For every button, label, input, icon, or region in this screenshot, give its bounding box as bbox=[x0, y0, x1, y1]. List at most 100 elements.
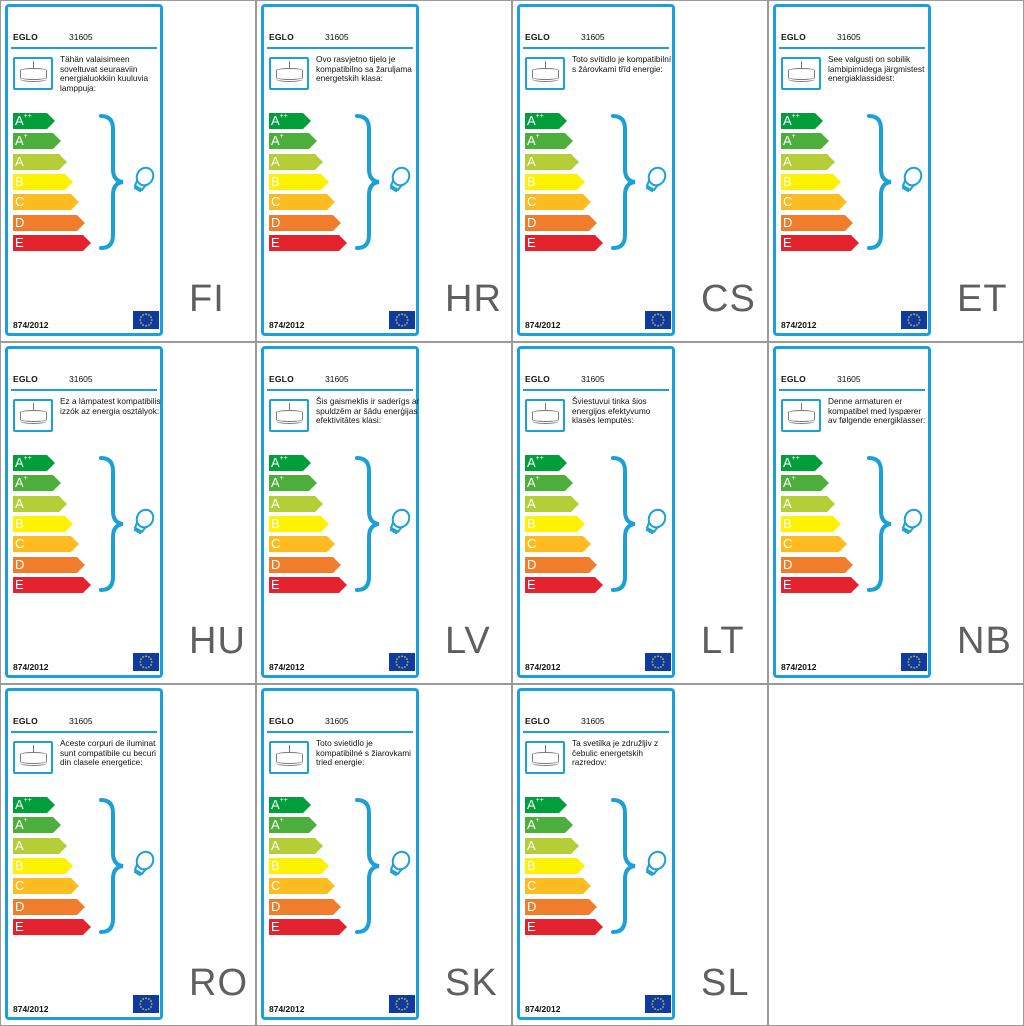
energy-class-bar: C bbox=[525, 194, 592, 211]
energy-class-letter: A++ bbox=[527, 113, 544, 128]
energy-class-letter: A bbox=[271, 153, 280, 169]
header-divider bbox=[11, 47, 157, 49]
energy-class-bar: D bbox=[525, 556, 598, 573]
energy-class-bar: A++ bbox=[525, 455, 568, 471]
regulation-number: 874/2012 bbox=[525, 320, 561, 330]
energy-class-letter: E bbox=[15, 234, 24, 250]
eu-flag-icon bbox=[389, 995, 415, 1013]
label-cell-lt: EGLO 31605 Šviestuvui tinka šios energij… bbox=[512, 342, 768, 684]
energy-class-letter: A+ bbox=[271, 475, 284, 491]
eu-flag-icon bbox=[645, 653, 671, 671]
energy-label: EGLO 31605 Šis gaismeklis ir saderīgs ar… bbox=[261, 346, 419, 678]
energy-class-letter: C bbox=[271, 194, 281, 210]
energy-class-bar: E bbox=[13, 234, 92, 251]
energy-class-letter: C bbox=[783, 194, 793, 210]
energy-class-bar: A++ bbox=[269, 797, 312, 813]
energy-class-letter: A bbox=[527, 495, 536, 511]
label-cell-hu: EGLO 31605 Ez a lámpatest kompatibilis i… bbox=[0, 342, 256, 684]
brand-name: EGLO bbox=[13, 32, 38, 42]
energy-class-letter: B bbox=[271, 857, 280, 873]
energy-class-letter: A+ bbox=[15, 475, 28, 491]
energy-class-letter: D bbox=[783, 556, 793, 572]
light-bulb-icon bbox=[645, 508, 667, 535]
energy-class-bar: B bbox=[269, 173, 330, 190]
energy-class-letter: A+ bbox=[271, 817, 284, 833]
energy-class-letter: C bbox=[15, 194, 25, 210]
energy-class-letter: C bbox=[15, 536, 25, 552]
energy-class-bar: D bbox=[269, 556, 342, 573]
energy-class-letter: C bbox=[527, 536, 537, 552]
header-divider bbox=[11, 731, 157, 733]
energy-class-scale: A++ A+ A B C D E bbox=[781, 455, 861, 597]
empty-cell bbox=[768, 684, 1024, 1026]
energy-class-letter: A+ bbox=[15, 133, 28, 149]
header-divider bbox=[779, 47, 925, 49]
language-code: SL bbox=[701, 962, 750, 1004]
energy-class-bar: A+ bbox=[525, 475, 574, 492]
energy-class-letter: D bbox=[271, 898, 281, 914]
energy-class-letter: D bbox=[15, 214, 25, 230]
energy-class-bar: A+ bbox=[781, 475, 830, 492]
model-number: 31605 bbox=[837, 374, 861, 384]
language-code: LT bbox=[701, 620, 745, 662]
header-divider bbox=[779, 389, 925, 391]
eu-flag-icon bbox=[901, 311, 927, 329]
header-divider bbox=[267, 47, 413, 49]
model-number: 31605 bbox=[69, 32, 93, 42]
energy-class-letter: E bbox=[271, 918, 280, 934]
energy-class-letter: B bbox=[527, 857, 536, 873]
energy-class-letter: A bbox=[783, 495, 792, 511]
energy-class-bar: C bbox=[525, 536, 592, 553]
energy-class-scale: A++ A+ A B C D E bbox=[781, 113, 861, 255]
header-divider bbox=[523, 389, 669, 391]
compatibility-text: Ovo rasvjetno tijelo je kompatibilno sa … bbox=[316, 54, 412, 84]
energy-class-bar: A++ bbox=[13, 797, 56, 813]
compatibility-text: See valgusti on sobilik lambipirnidega j… bbox=[828, 54, 925, 84]
energy-label: EGLO 31605 Ta svetilka je združljiv z če… bbox=[517, 688, 675, 1020]
energy-class-bar: C bbox=[781, 536, 848, 553]
energy-class-bar: E bbox=[13, 918, 92, 935]
energy-class-bar: D bbox=[13, 556, 86, 573]
ceiling-lamp-icon bbox=[269, 399, 309, 432]
energy-class-bar: E bbox=[525, 234, 604, 251]
light-bulb-icon bbox=[389, 850, 411, 877]
energy-class-bar: A++ bbox=[525, 797, 568, 813]
curly-brace-icon bbox=[867, 456, 892, 592]
energy-class-letter: A bbox=[527, 153, 536, 169]
energy-class-letter: A+ bbox=[527, 475, 540, 491]
energy-label: EGLO 31605 Ovo rasvjetno tijelo je kompa… bbox=[261, 4, 419, 336]
energy-label: EGLO 31605 Šviestuvui tinka šios energij… bbox=[517, 346, 675, 678]
model-number: 31605 bbox=[69, 374, 93, 384]
eu-flag-icon bbox=[133, 995, 159, 1013]
energy-class-letter: A bbox=[15, 837, 24, 853]
energy-class-letter: B bbox=[527, 515, 536, 531]
label-cell-fi: EGLO 31605 Tähän valaisimeen soveltuvat … bbox=[0, 0, 256, 342]
model-number: 31605 bbox=[581, 32, 605, 42]
curly-brace-icon bbox=[611, 798, 636, 934]
ceiling-lamp-icon bbox=[781, 399, 821, 432]
light-bulb-icon bbox=[133, 166, 155, 193]
energy-class-bar: A bbox=[781, 153, 836, 170]
energy-class-bar: A++ bbox=[781, 113, 824, 129]
model-number: 31605 bbox=[325, 32, 349, 42]
energy-class-scale: A++ A+ A B C D E bbox=[269, 455, 349, 597]
energy-class-letter: A++ bbox=[15, 113, 32, 128]
regulation-number: 874/2012 bbox=[781, 662, 817, 672]
eu-flag-icon bbox=[645, 995, 671, 1013]
energy-label: EGLO 31605 Tähän valaisimeen soveltuvat … bbox=[5, 4, 163, 336]
energy-class-bar: A bbox=[13, 837, 68, 854]
ceiling-lamp-icon bbox=[525, 57, 565, 90]
ceiling-lamp-icon bbox=[525, 399, 565, 432]
language-code: NB bbox=[957, 620, 1012, 662]
energy-class-bar: A bbox=[13, 495, 68, 512]
energy-class-letter: D bbox=[527, 898, 537, 914]
header-divider bbox=[523, 731, 669, 733]
energy-class-letter: A++ bbox=[783, 113, 800, 128]
model-number: 31605 bbox=[581, 374, 605, 384]
language-code: ET bbox=[957, 278, 1008, 320]
energy-class-bar: A+ bbox=[13, 817, 62, 834]
light-bulb-icon bbox=[901, 166, 923, 193]
energy-class-bar: A bbox=[525, 495, 580, 512]
label-cell-hr: EGLO 31605 Ovo rasvjetno tijelo je kompa… bbox=[256, 0, 512, 342]
regulation-number: 874/2012 bbox=[269, 662, 305, 672]
